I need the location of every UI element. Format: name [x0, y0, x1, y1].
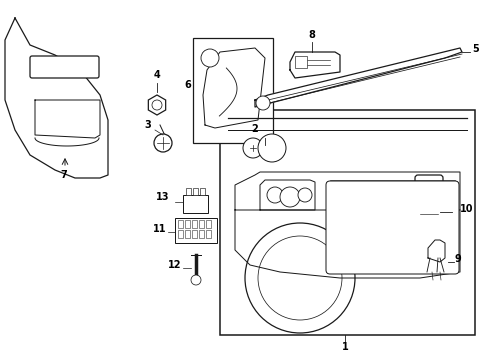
FancyBboxPatch shape: [325, 181, 458, 274]
Bar: [193, 38, 272, 143]
Bar: [183, 195, 207, 213]
Text: 9: 9: [454, 254, 461, 264]
Bar: [178, 220, 183, 228]
Text: 12: 12: [168, 260, 182, 270]
Bar: [184, 230, 190, 238]
Circle shape: [152, 100, 162, 110]
Bar: [199, 220, 203, 228]
Circle shape: [258, 134, 285, 162]
Circle shape: [154, 134, 172, 152]
Circle shape: [258, 236, 341, 320]
Bar: [192, 230, 197, 238]
Circle shape: [280, 187, 299, 207]
Circle shape: [256, 96, 269, 110]
Circle shape: [297, 188, 311, 202]
Bar: [193, 188, 198, 195]
Text: 6: 6: [184, 80, 191, 90]
Bar: [200, 188, 204, 195]
Text: 3: 3: [144, 120, 151, 130]
Bar: [185, 188, 191, 195]
Text: 8: 8: [308, 30, 315, 40]
Polygon shape: [254, 48, 461, 107]
Bar: [294, 56, 306, 68]
Bar: [199, 230, 203, 238]
Bar: [192, 220, 197, 228]
Bar: [178, 230, 183, 238]
Text: 7: 7: [60, 170, 67, 180]
Text: 10: 10: [459, 204, 472, 214]
Circle shape: [266, 187, 283, 203]
Text: 11: 11: [153, 224, 166, 234]
Circle shape: [243, 138, 263, 158]
Text: 13: 13: [156, 192, 169, 202]
Circle shape: [191, 275, 201, 285]
Bar: [205, 220, 210, 228]
Text: 1: 1: [341, 342, 347, 352]
FancyBboxPatch shape: [414, 175, 442, 249]
Circle shape: [201, 49, 219, 67]
Bar: [184, 220, 190, 228]
Text: 4: 4: [153, 70, 160, 80]
Circle shape: [244, 223, 354, 333]
Bar: [175, 218, 217, 243]
Polygon shape: [289, 52, 339, 78]
Bar: [220, 110, 474, 335]
Text: 2: 2: [251, 124, 258, 134]
Text: 5: 5: [472, 44, 478, 54]
FancyBboxPatch shape: [30, 56, 99, 78]
Bar: [205, 230, 210, 238]
